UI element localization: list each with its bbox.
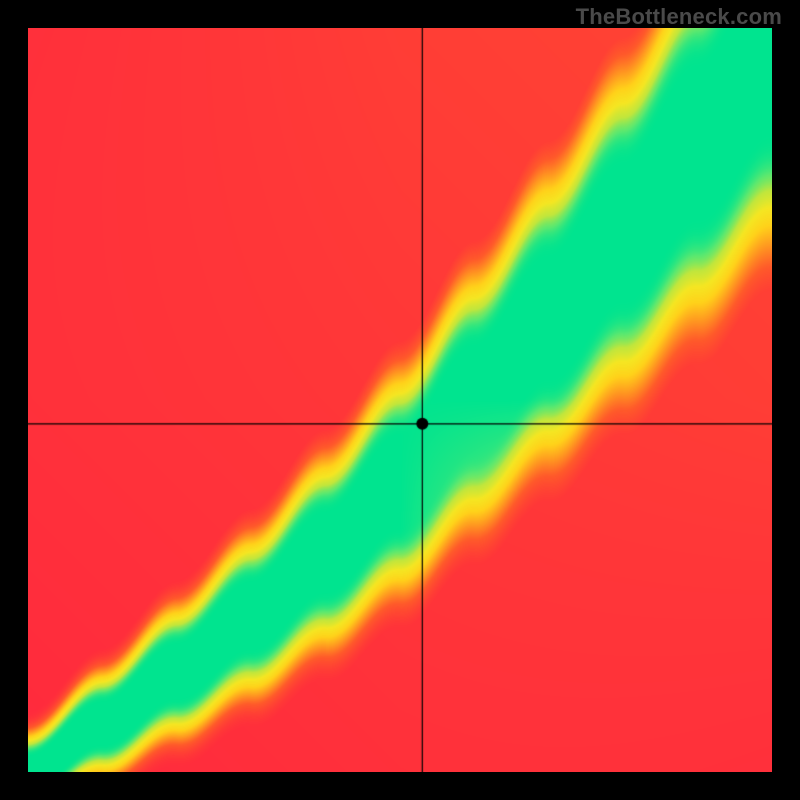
heatmap-canvas [28,28,772,772]
chart-container: TheBottleneck.com [0,0,800,800]
watermark-text: TheBottleneck.com [576,4,782,30]
